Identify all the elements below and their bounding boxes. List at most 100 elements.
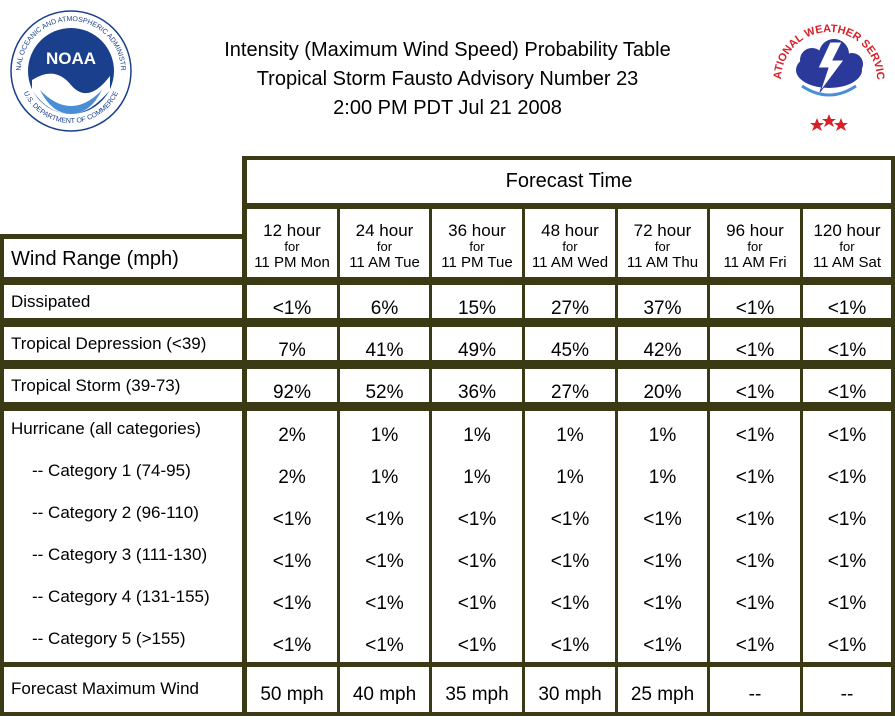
table-cell: 7%: [247, 327, 337, 361]
max-wind-cell: 30 mph: [525, 667, 615, 712]
table-cell: <1%: [643, 509, 682, 530]
table-cell: 27%: [525, 285, 615, 319]
table-cell: <1%: [735, 551, 775, 572]
column-header: 72 hour for 11 AM Thu: [618, 209, 707, 277]
table-cell: <1%: [710, 327, 800, 361]
table-cell: 6%: [340, 285, 429, 319]
table-cell: <1%: [827, 551, 867, 572]
column-header: 96 hour for 11 AM Fri: [710, 209, 800, 277]
table-cell: <1%: [735, 425, 775, 446]
column-header: 36 hour for 11 PM Tue: [432, 209, 522, 277]
row-label: Dissipated: [4, 285, 242, 318]
table-cell: <1%: [272, 509, 312, 530]
hurricane-column: 1% 1% <1% <1% <1% <1%: [525, 411, 615, 662]
table-cell: <1%: [365, 635, 404, 656]
column-time: 11 AM Fri: [723, 254, 787, 271]
column-time: 11 AM Wed: [531, 254, 609, 271]
category-label: -- Category 1 (74-95): [32, 461, 191, 480]
row-label: Tropical Storm (39-73): [4, 369, 242, 402]
table-cell: <1%: [272, 551, 312, 572]
page-title: Intensity (Maximum Wind Speed) Probabili…: [150, 36, 745, 123]
table-cell: 20%: [618, 369, 707, 403]
table-cell: <1%: [803, 327, 891, 361]
table-cell: 36%: [432, 369, 522, 403]
table-cell: 1%: [463, 467, 491, 488]
table-cell: <1%: [803, 285, 891, 319]
table-cell: 92%: [247, 369, 337, 403]
table-cell: <1%: [550, 593, 590, 614]
table-cell: <1%: [457, 551, 497, 572]
table-cell: <1%: [827, 425, 867, 446]
column-header: 12 hour for 11 PM Mon: [247, 209, 337, 277]
column-for: for: [747, 239, 763, 254]
max-wind-cell: 25 mph: [618, 667, 707, 712]
hurricane-column: <1% <1% <1% <1% <1% <1%: [710, 411, 800, 662]
table-cell: 49%: [432, 327, 522, 361]
hurricane-column: 1% 1% <1% <1% <1% <1%: [618, 411, 707, 662]
table-cell: <1%: [643, 635, 682, 656]
table-cell: <1%: [365, 551, 404, 572]
table-cell: 1%: [648, 425, 677, 446]
table-cell: 1%: [370, 467, 399, 488]
column-hour: 72 hour: [633, 221, 692, 240]
max-wind-cell: 40 mph: [340, 667, 429, 712]
table-cell: <1%: [735, 593, 775, 614]
table-cell: <1%: [457, 509, 497, 530]
table-cell: <1%: [550, 635, 590, 656]
table-cell: 15%: [432, 285, 522, 319]
table-cell: <1%: [457, 593, 497, 614]
column-header: 120 hour for 11 AM Sat: [803, 209, 891, 277]
title-line-2: Tropical Storm Fausto Advisory Number 23: [256, 68, 639, 90]
table-cell: <1%: [735, 467, 775, 488]
max-wind-cell: 35 mph: [432, 667, 522, 712]
column-for: for: [839, 239, 855, 254]
noaa-logo: NOAA NATIONAL OCEANIC AND ATMOSPHERIC AD…: [10, 10, 132, 132]
category-label: -- Category 5 (>155): [32, 629, 186, 648]
max-wind-cell: 50 mph: [247, 667, 337, 712]
column-for: for: [562, 239, 578, 254]
table-cell: <1%: [272, 593, 312, 614]
table-cell: 2%: [278, 425, 306, 446]
hurricane-column: 2% 2% <1% <1% <1% <1%: [247, 411, 337, 662]
table-cell: <1%: [735, 509, 775, 530]
table-cell: <1%: [550, 551, 590, 572]
table-cell: <1%: [643, 551, 682, 572]
max-wind-cell: --: [710, 667, 800, 712]
hurricane-column: <1% <1% <1% <1% <1% <1%: [803, 411, 891, 662]
table-cell: <1%: [550, 509, 590, 530]
table-cell: <1%: [710, 285, 800, 319]
table-cell: <1%: [365, 593, 404, 614]
hurricane-label: Hurricane (all categories): [11, 419, 201, 438]
column-time: 11 PM Mon: [254, 254, 330, 271]
row-label: Tropical Depression (<39): [4, 327, 242, 360]
category-label: -- Category 3 (111-130): [32, 545, 208, 564]
title-line-3: 2:00 PM PDT Jul 21 2008: [333, 97, 562, 119]
table-cell: <1%: [827, 593, 867, 614]
table-cell: <1%: [803, 369, 891, 403]
category-label: -- Category 2 (96-110): [32, 503, 199, 522]
column-hour: 12 hour: [263, 221, 321, 240]
column-time: 11 PM Tue: [441, 254, 513, 271]
hurricane-column: 1% 1% <1% <1% <1% <1%: [432, 411, 522, 662]
column-hour: 48 hour: [541, 221, 599, 240]
table-cell: 52%: [340, 369, 429, 403]
max-wind-label: Forecast Maximum Wind: [4, 667, 242, 712]
nws-logo: NATIONAL WEATHER SERVICE: [772, 8, 886, 131]
column-for: for: [284, 239, 300, 254]
table-cell: <1%: [247, 285, 337, 319]
column-hour: 96 hour: [726, 221, 784, 240]
hurricane-labels: Hurricane (all categories) -- Category 1 …: [4, 411, 242, 662]
table-cell: 41%: [340, 327, 429, 361]
wind-range-header: Wind Range (mph): [4, 239, 242, 277]
table-cell: 45%: [525, 327, 615, 361]
table-cell: 1%: [556, 425, 584, 446]
table-cell: 1%: [463, 425, 491, 446]
column-hour: 36 hour: [448, 221, 506, 240]
table-cell: 37%: [618, 285, 707, 319]
table-cell: 1%: [648, 467, 677, 488]
category-label: -- Category 4 (131-155): [32, 587, 210, 606]
table-cell: 2%: [278, 467, 306, 488]
hurricane-column: 1% 1% <1% <1% <1% <1%: [340, 411, 429, 662]
column-hour: 120 hour: [813, 221, 881, 240]
table-cell: <1%: [735, 635, 775, 656]
